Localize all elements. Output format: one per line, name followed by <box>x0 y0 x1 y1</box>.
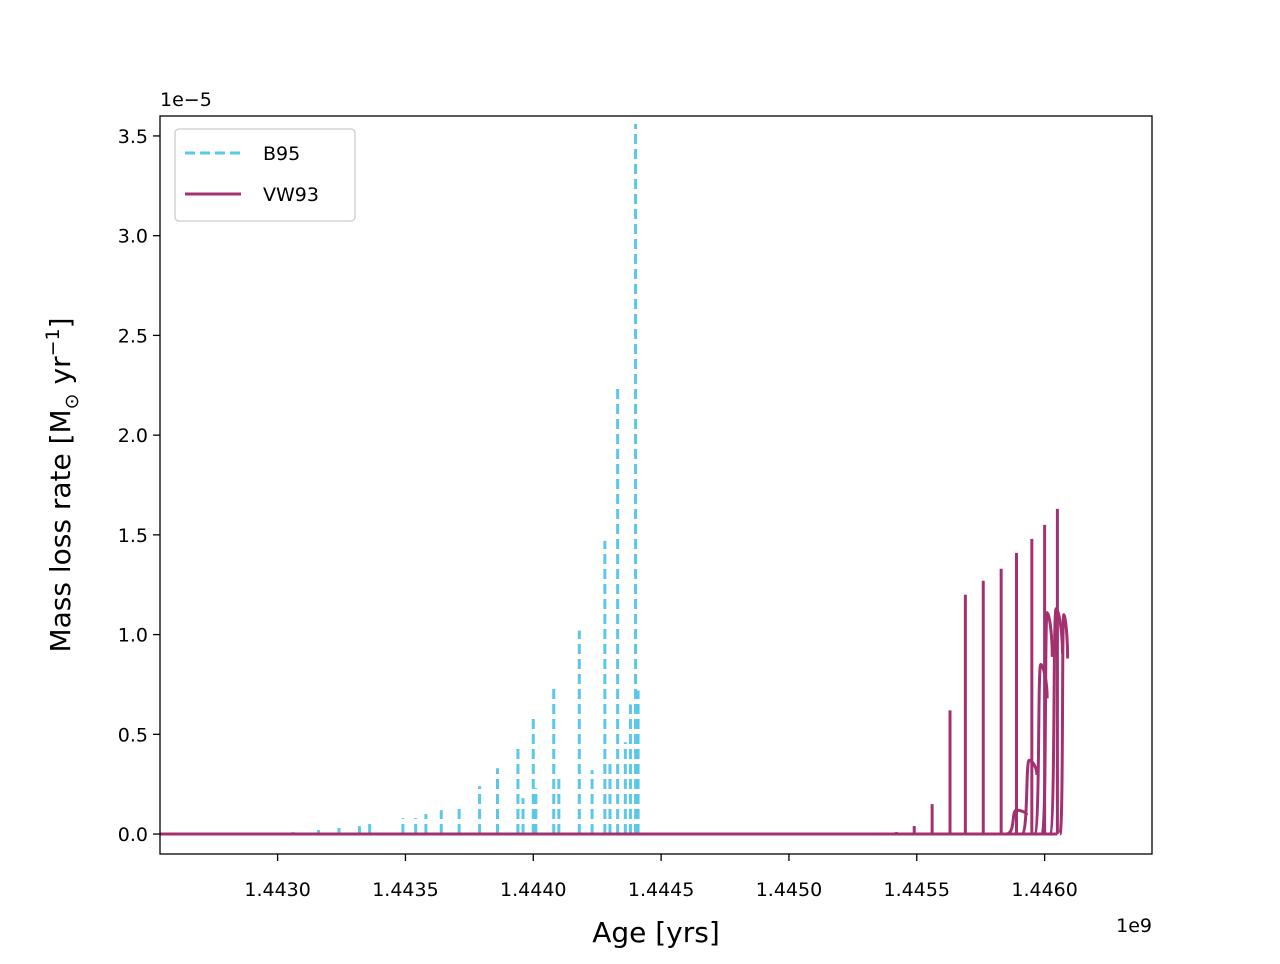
x-tick-label: 1.4430 <box>244 879 310 901</box>
y-tick-label: 1.0 <box>118 625 148 647</box>
y-offset-label: 1e−5 <box>160 89 212 111</box>
legend-label-b95: B95 <box>263 143 300 165</box>
y-tick-label: 0.0 <box>118 824 148 846</box>
y-tick-label: 0.5 <box>118 724 148 746</box>
y-axis-label-main: Mass loss rate [M <box>44 409 77 652</box>
y-tick-label: 2.0 <box>118 425 148 447</box>
x-tick-label: 1.4450 <box>756 879 822 901</box>
legend-label-vw93: VW93 <box>263 184 319 206</box>
y-axis-label: Mass loss rate [M⊙ yr−1] <box>42 317 83 652</box>
series-hump <box>1058 613 1070 836</box>
y-axis-label-unit: yr <box>44 356 77 393</box>
series-vw93 <box>160 508 1070 836</box>
y-axis-label-close: ] <box>44 317 77 328</box>
x-tick-label: 1.4440 <box>500 879 566 901</box>
series-layer <box>160 123 1070 836</box>
y-axis-label-sun-symbol: ⊙ <box>61 393 83 409</box>
series-hump <box>1048 607 1065 836</box>
y-tick-label: 2.5 <box>118 325 148 347</box>
x-tick-label: 1.4460 <box>1011 879 1077 901</box>
y-axis-ticks: 0.0 0.5 1.0 1.5 2.0 2.5 3.0 3.5 <box>118 126 160 846</box>
legend: B95 VW93 <box>174 128 356 222</box>
x-offset-label: 1e9 <box>1116 915 1152 937</box>
y-tick-label: 3.0 <box>118 226 148 248</box>
y-tick-label: 3.5 <box>118 126 148 148</box>
x-tick-label: 1.4455 <box>884 879 950 901</box>
series-hump <box>1020 758 1039 836</box>
plot-frame <box>159 115 1153 855</box>
y-axis-label-superscript: −1 <box>42 328 64 356</box>
x-tick-label: 1.4435 <box>372 879 438 901</box>
x-tick-label: 1.4445 <box>628 879 694 901</box>
y-tick-label: 1.5 <box>118 525 148 547</box>
x-axis-label: Age [yrs] <box>592 916 720 949</box>
x-axis-ticks: 1.4430 1.4435 1.4440 1.4445 1.4450 1.4455 1.44… <box>244 854 1078 901</box>
